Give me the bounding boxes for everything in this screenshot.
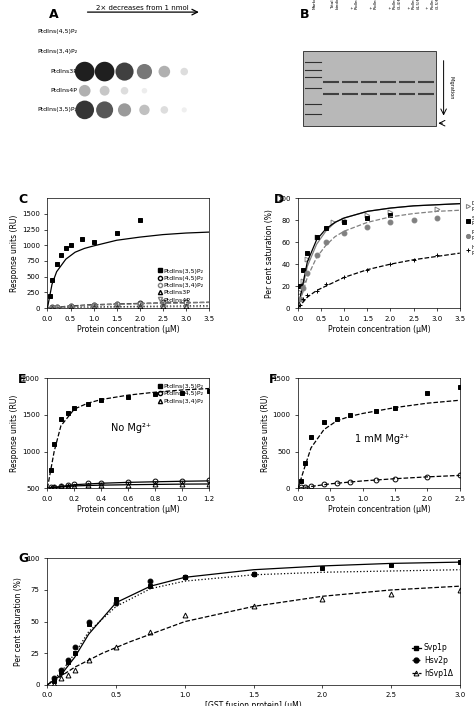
Text: PtdIns(3,4)P₂: PtdIns(3,4)P₂	[37, 49, 77, 54]
Legend: PtdIns(3,5)P₂, PtdIns(4,5)P₂, PtdIns(3,4)P₂, PtdIns3P, PtdIns4P: PtdIns(3,5)P₂, PtdIns(4,5)P₂, PtdIns(3,4…	[155, 265, 206, 305]
Text: PtdIns(3,5)P₂: PtdIns(3,5)P₂	[37, 107, 77, 112]
X-axis label: Protein concentration (μM): Protein concentration (μM)	[77, 505, 180, 514]
Text: PtdIns(4,5)P₂: PtdIns(4,5)P₂	[37, 29, 77, 34]
Text: D: D	[274, 193, 284, 205]
Text: 2× decreases from 1 nmol: 2× decreases from 1 nmol	[96, 5, 188, 11]
Text: +
PtdIns
(4,5)P₂: + PtdIns (4,5)P₂	[407, 0, 420, 9]
Point	[101, 85, 109, 97]
FancyBboxPatch shape	[303, 51, 436, 126]
Text: E: E	[18, 373, 27, 385]
Point	[81, 85, 89, 97]
Y-axis label: Per cent saturation (%): Per cent saturation (%)	[15, 577, 24, 666]
Point	[101, 104, 109, 116]
Point	[141, 85, 148, 97]
Point	[141, 66, 148, 77]
Point	[81, 104, 89, 116]
X-axis label: Protein concentration (μM): Protein concentration (μM)	[328, 325, 430, 333]
Text: Markers: Markers	[312, 0, 316, 9]
Y-axis label: Per cent saturation (%): Per cent saturation (%)	[265, 209, 274, 298]
X-axis label: [GST fusion protein] (μM): [GST fusion protein] (μM)	[205, 701, 302, 706]
Point	[161, 66, 168, 77]
Point	[181, 66, 188, 77]
Y-axis label: Response units (RU): Response units (RU)	[261, 395, 270, 472]
Legend: PtdIns(3,5)P₂, PtdIns(4,5)P₂, PtdIns(3,4)P₂: PtdIns(3,5)P₂, PtdIns(4,5)P₂, PtdIns(3,4…	[155, 381, 206, 406]
Point	[81, 66, 89, 77]
Text: 1 mM Mg²⁺: 1 mM Mg²⁺	[355, 434, 409, 444]
Point	[161, 104, 168, 116]
X-axis label: Protein concentration (μM): Protein concentration (μM)	[328, 505, 430, 514]
Legend: DAPP1:
PtdIns(3,4)P₂, Svp1p:
PtdIns(3,5)P₂, PLCδ1-PH:
PtdIns(4,5)P₂, HRS1-FYVE:
: DAPP1: PtdIns(3,4)P₂, Svp1p: PtdIns(3,5)…	[464, 198, 474, 258]
Text: F: F	[269, 373, 277, 385]
Point	[121, 66, 128, 77]
Point	[141, 104, 148, 116]
Text: +
PtdIns
(3,5)P₂: + PtdIns (3,5)P₂	[426, 0, 439, 9]
Text: PtdIns4P: PtdIns4P	[50, 88, 77, 93]
Point	[101, 66, 109, 77]
Text: No Mg²⁺: No Mg²⁺	[111, 423, 152, 433]
Text: C: C	[18, 193, 27, 205]
Point	[121, 104, 128, 116]
Y-axis label: Response units (RU): Response units (RU)	[10, 215, 19, 292]
Text: Total
binding: Total binding	[331, 0, 340, 9]
Text: +
PtdIns3P: + PtdIns3P	[350, 0, 359, 9]
Text: A: A	[49, 8, 59, 21]
X-axis label: Protein concentration (μM): Protein concentration (μM)	[77, 325, 180, 333]
Text: B: B	[300, 8, 309, 21]
Text: G: G	[18, 552, 29, 565]
Text: PtdIns3P: PtdIns3P	[50, 69, 77, 74]
Point	[181, 104, 188, 116]
Point	[121, 85, 128, 97]
Text: Migration: Migration	[448, 76, 454, 100]
Legend: Svp1p, Hsv2p, hSvp1Δ: Svp1p, Hsv2p, hSvp1Δ	[409, 640, 456, 681]
Text: +
PtdIns4P: + PtdIns4P	[369, 0, 378, 9]
Y-axis label: Response units (RU): Response units (RU)	[10, 395, 19, 472]
Text: +
PtdIns
(3,4)P₂: + PtdIns (3,4)P₂	[388, 0, 401, 9]
